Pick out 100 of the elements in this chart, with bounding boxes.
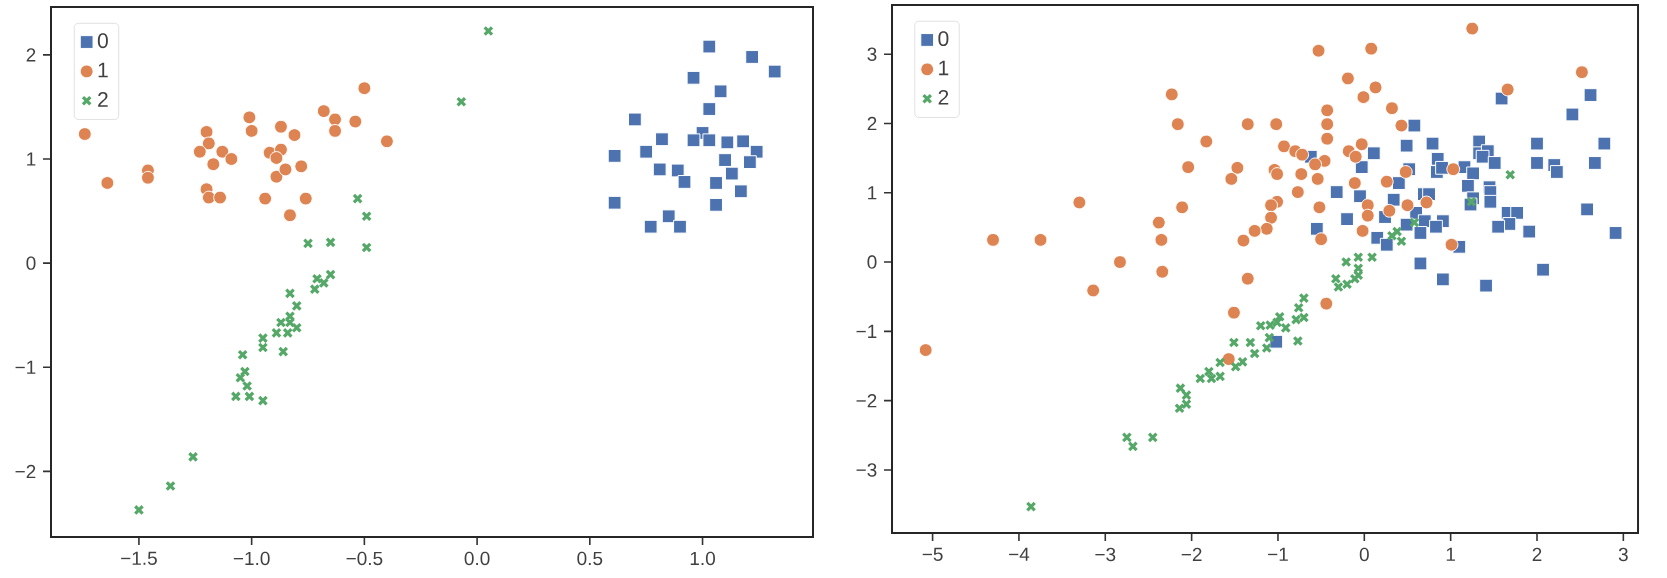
legend-label: 2	[98, 92, 108, 107]
point	[1349, 273, 1361, 284]
legend-label: 1	[98, 62, 108, 78]
point	[1147, 432, 1159, 443]
point	[352, 193, 363, 204]
point	[639, 144, 654, 159]
y-tick-label: −2	[15, 464, 36, 479]
point	[239, 366, 251, 377]
point	[201, 190, 216, 205]
point	[709, 176, 723, 190]
point	[100, 176, 115, 190]
point	[1340, 256, 1352, 268]
point	[1025, 501, 1037, 512]
point	[328, 124, 342, 138]
point	[235, 372, 246, 383]
point	[702, 133, 717, 148]
point	[702, 102, 717, 116]
point	[302, 238, 314, 249]
point	[1330, 273, 1342, 284]
point	[733, 184, 748, 199]
point	[294, 159, 309, 174]
point	[287, 128, 302, 142]
point	[291, 322, 303, 333]
point	[456, 96, 467, 108]
point	[213, 190, 227, 205]
point	[1274, 311, 1285, 323]
point	[284, 288, 296, 299]
point	[718, 153, 732, 167]
point	[1261, 342, 1273, 354]
point	[199, 125, 214, 139]
point	[257, 332, 269, 344]
point	[720, 135, 735, 150]
point	[643, 219, 658, 234]
point	[242, 110, 257, 125]
point	[380, 134, 394, 149]
x-tick-label: −1.0	[233, 551, 270, 566]
point	[661, 209, 676, 224]
point	[278, 162, 293, 177]
point	[1228, 337, 1240, 348]
point	[1203, 366, 1215, 377]
point	[77, 127, 92, 141]
x-tick-label: 0.0	[464, 551, 490, 566]
point	[736, 134, 751, 149]
legend-label: 1	[939, 60, 949, 76]
point	[655, 132, 669, 147]
x-tick-label: −1.5	[121, 551, 157, 565]
point	[483, 25, 494, 37]
point	[1175, 382, 1186, 394]
x-tick-label: 1.0	[690, 551, 715, 566]
point	[1504, 169, 1516, 181]
point	[165, 480, 176, 492]
point	[361, 242, 372, 253]
point	[724, 166, 739, 181]
y-tick-label: 1	[868, 186, 877, 200]
x-tick-label: −4	[1009, 547, 1030, 561]
point	[269, 151, 284, 165]
y-tick-label: 3	[867, 47, 877, 61]
x-tick-label: 0	[1359, 547, 1369, 562]
point	[257, 395, 269, 406]
x-tick-label: −0.5	[346, 551, 383, 566]
point	[237, 349, 248, 361]
point	[1366, 251, 1378, 263]
point	[1293, 302, 1304, 314]
point	[1352, 251, 1364, 263]
y-tick-label: 0	[867, 255, 877, 269]
point	[1181, 389, 1192, 401]
point	[1280, 322, 1292, 334]
x-tick-label: 3	[1618, 547, 1628, 562]
point	[677, 175, 692, 189]
point	[348, 114, 363, 129]
point	[357, 81, 372, 96]
point	[713, 84, 728, 99]
point	[1396, 235, 1407, 247]
point	[686, 133, 701, 148]
point	[244, 124, 259, 138]
point	[1127, 441, 1139, 452]
point	[361, 211, 372, 222]
point	[325, 269, 336, 280]
point	[201, 136, 216, 151]
point	[628, 112, 642, 127]
point	[187, 451, 199, 463]
x-tick-label: 2	[1532, 547, 1542, 561]
x-tick-label: −1	[1268, 547, 1288, 561]
point	[133, 504, 145, 516]
point	[652, 162, 667, 177]
point	[215, 144, 230, 159]
point	[309, 283, 321, 295]
legend-label: 2	[938, 89, 949, 105]
point	[670, 163, 685, 178]
point	[742, 155, 757, 170]
point	[316, 104, 331, 119]
point	[269, 169, 284, 184]
point	[607, 195, 622, 210]
point	[328, 112, 342, 127]
y-tick-label: 1	[27, 152, 36, 166]
point	[298, 191, 313, 206]
y-tick-label: 0	[26, 256, 36, 270]
point	[673, 219, 687, 234]
x-tick-label: −5	[922, 547, 943, 561]
point	[709, 197, 723, 212]
